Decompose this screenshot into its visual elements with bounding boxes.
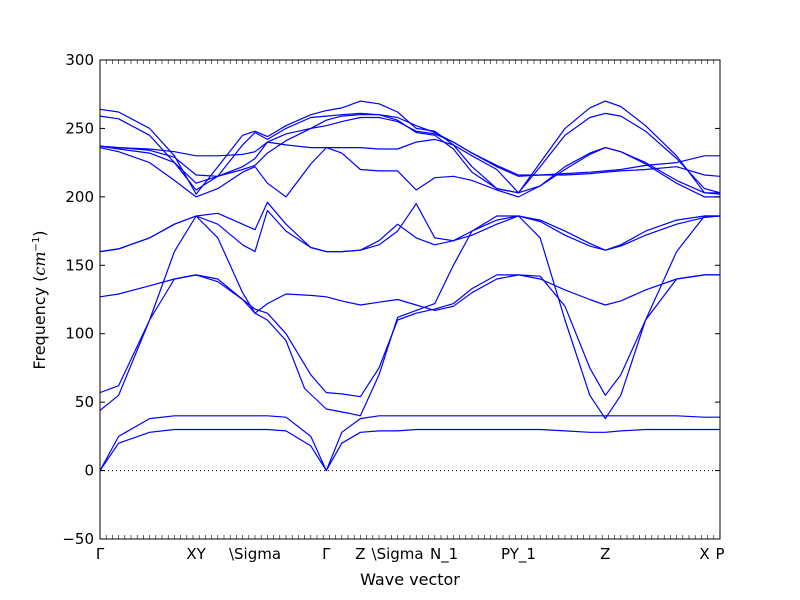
y-axis-unit-exponent: −1 <box>31 237 42 252</box>
y-tick-label: 0 <box>84 462 94 480</box>
y-tick-label: 250 <box>65 119 94 137</box>
y-axis-title: Frequency (cm−1) <box>30 230 49 369</box>
x-tick-label: P <box>715 545 724 563</box>
y-axis-title-close: ) <box>30 230 49 236</box>
x-axis-title: Wave vector <box>360 570 460 589</box>
y-tick-label: 300 <box>65 51 94 69</box>
phonon-branch-4 <box>100 274 720 398</box>
x-tick-label: Γ <box>322 545 331 563</box>
phonon-branch-7 <box>100 201 720 253</box>
y-axis-unit: cm <box>30 251 49 275</box>
x-tick-label: Γ <box>96 545 105 563</box>
phonon-branch-2 <box>100 415 720 472</box>
y-tick-label: −50 <box>62 530 94 548</box>
y-tick-label: 150 <box>65 256 94 274</box>
y-axis-title-text: Frequency ( <box>30 276 49 370</box>
x-tick-label: Z <box>600 545 610 563</box>
x-axis-ticks: Γ XY \Sigma Γ Z \Sigma N_1 PY_1 Z X P <box>96 60 725 564</box>
series-layer <box>100 100 720 472</box>
y-tick-label: 50 <box>75 393 94 411</box>
plot-background <box>100 60 720 539</box>
x-tick-label: \Sigma <box>229 545 281 563</box>
x-tick-label: PY_1 <box>501 545 536 564</box>
phonon-branch-13 <box>100 100 720 195</box>
plot-frame <box>99 59 721 540</box>
y-tick-label: 100 <box>65 325 94 343</box>
phonon-branch-3 <box>100 215 720 420</box>
y-tick-label: 200 <box>65 188 94 206</box>
phonon-branch-12 <box>100 112 720 194</box>
phonon-branch-10 <box>100 116 720 176</box>
x-tick-label: \Sigma <box>372 545 424 563</box>
x-tick-label: Z <box>355 545 365 563</box>
x-tick-label: XY <box>186 545 206 563</box>
phonon-branch-5 <box>100 274 720 314</box>
y-axis-ticks: −50 0 50 100 150 200 250 300 <box>62 51 720 548</box>
x-tick-label: N_1 <box>430 545 458 564</box>
x-tick-label: X <box>699 545 709 563</box>
phonon-branch-1 <box>100 428 720 472</box>
